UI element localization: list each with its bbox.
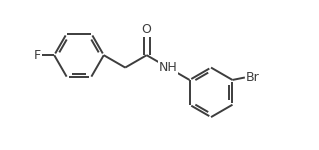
Text: O: O [142, 23, 152, 36]
Text: F: F [33, 49, 41, 62]
Text: NH: NH [159, 61, 177, 74]
Text: Br: Br [246, 71, 260, 84]
